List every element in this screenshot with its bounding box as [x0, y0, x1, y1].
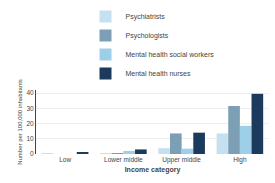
svg-text:Mental health nurses: Mental health nurses [126, 70, 191, 77]
svg-text:Lower middle: Lower middle [104, 156, 143, 163]
svg-text:Psychiatrists: Psychiatrists [126, 13, 166, 21]
svg-text:10: 10 [26, 135, 34, 142]
svg-text:20: 20 [26, 120, 34, 127]
svg-text:High: High [233, 156, 247, 164]
svg-text:30: 30 [26, 105, 34, 112]
svg-text:0: 0 [30, 150, 34, 157]
svg-text:Mental health social workers: Mental health social workers [126, 51, 215, 58]
svg-text:Low: Low [59, 156, 71, 163]
svg-text:40: 40 [26, 89, 34, 96]
svg-text:Psychologists: Psychologists [126, 32, 169, 40]
svg-text:Number per 100,000 inhabitants: Number per 100,000 inhabitants [17, 79, 23, 165]
svg-text:Income category: Income category [125, 166, 181, 174]
svg-text:Upper middle: Upper middle [162, 156, 201, 164]
